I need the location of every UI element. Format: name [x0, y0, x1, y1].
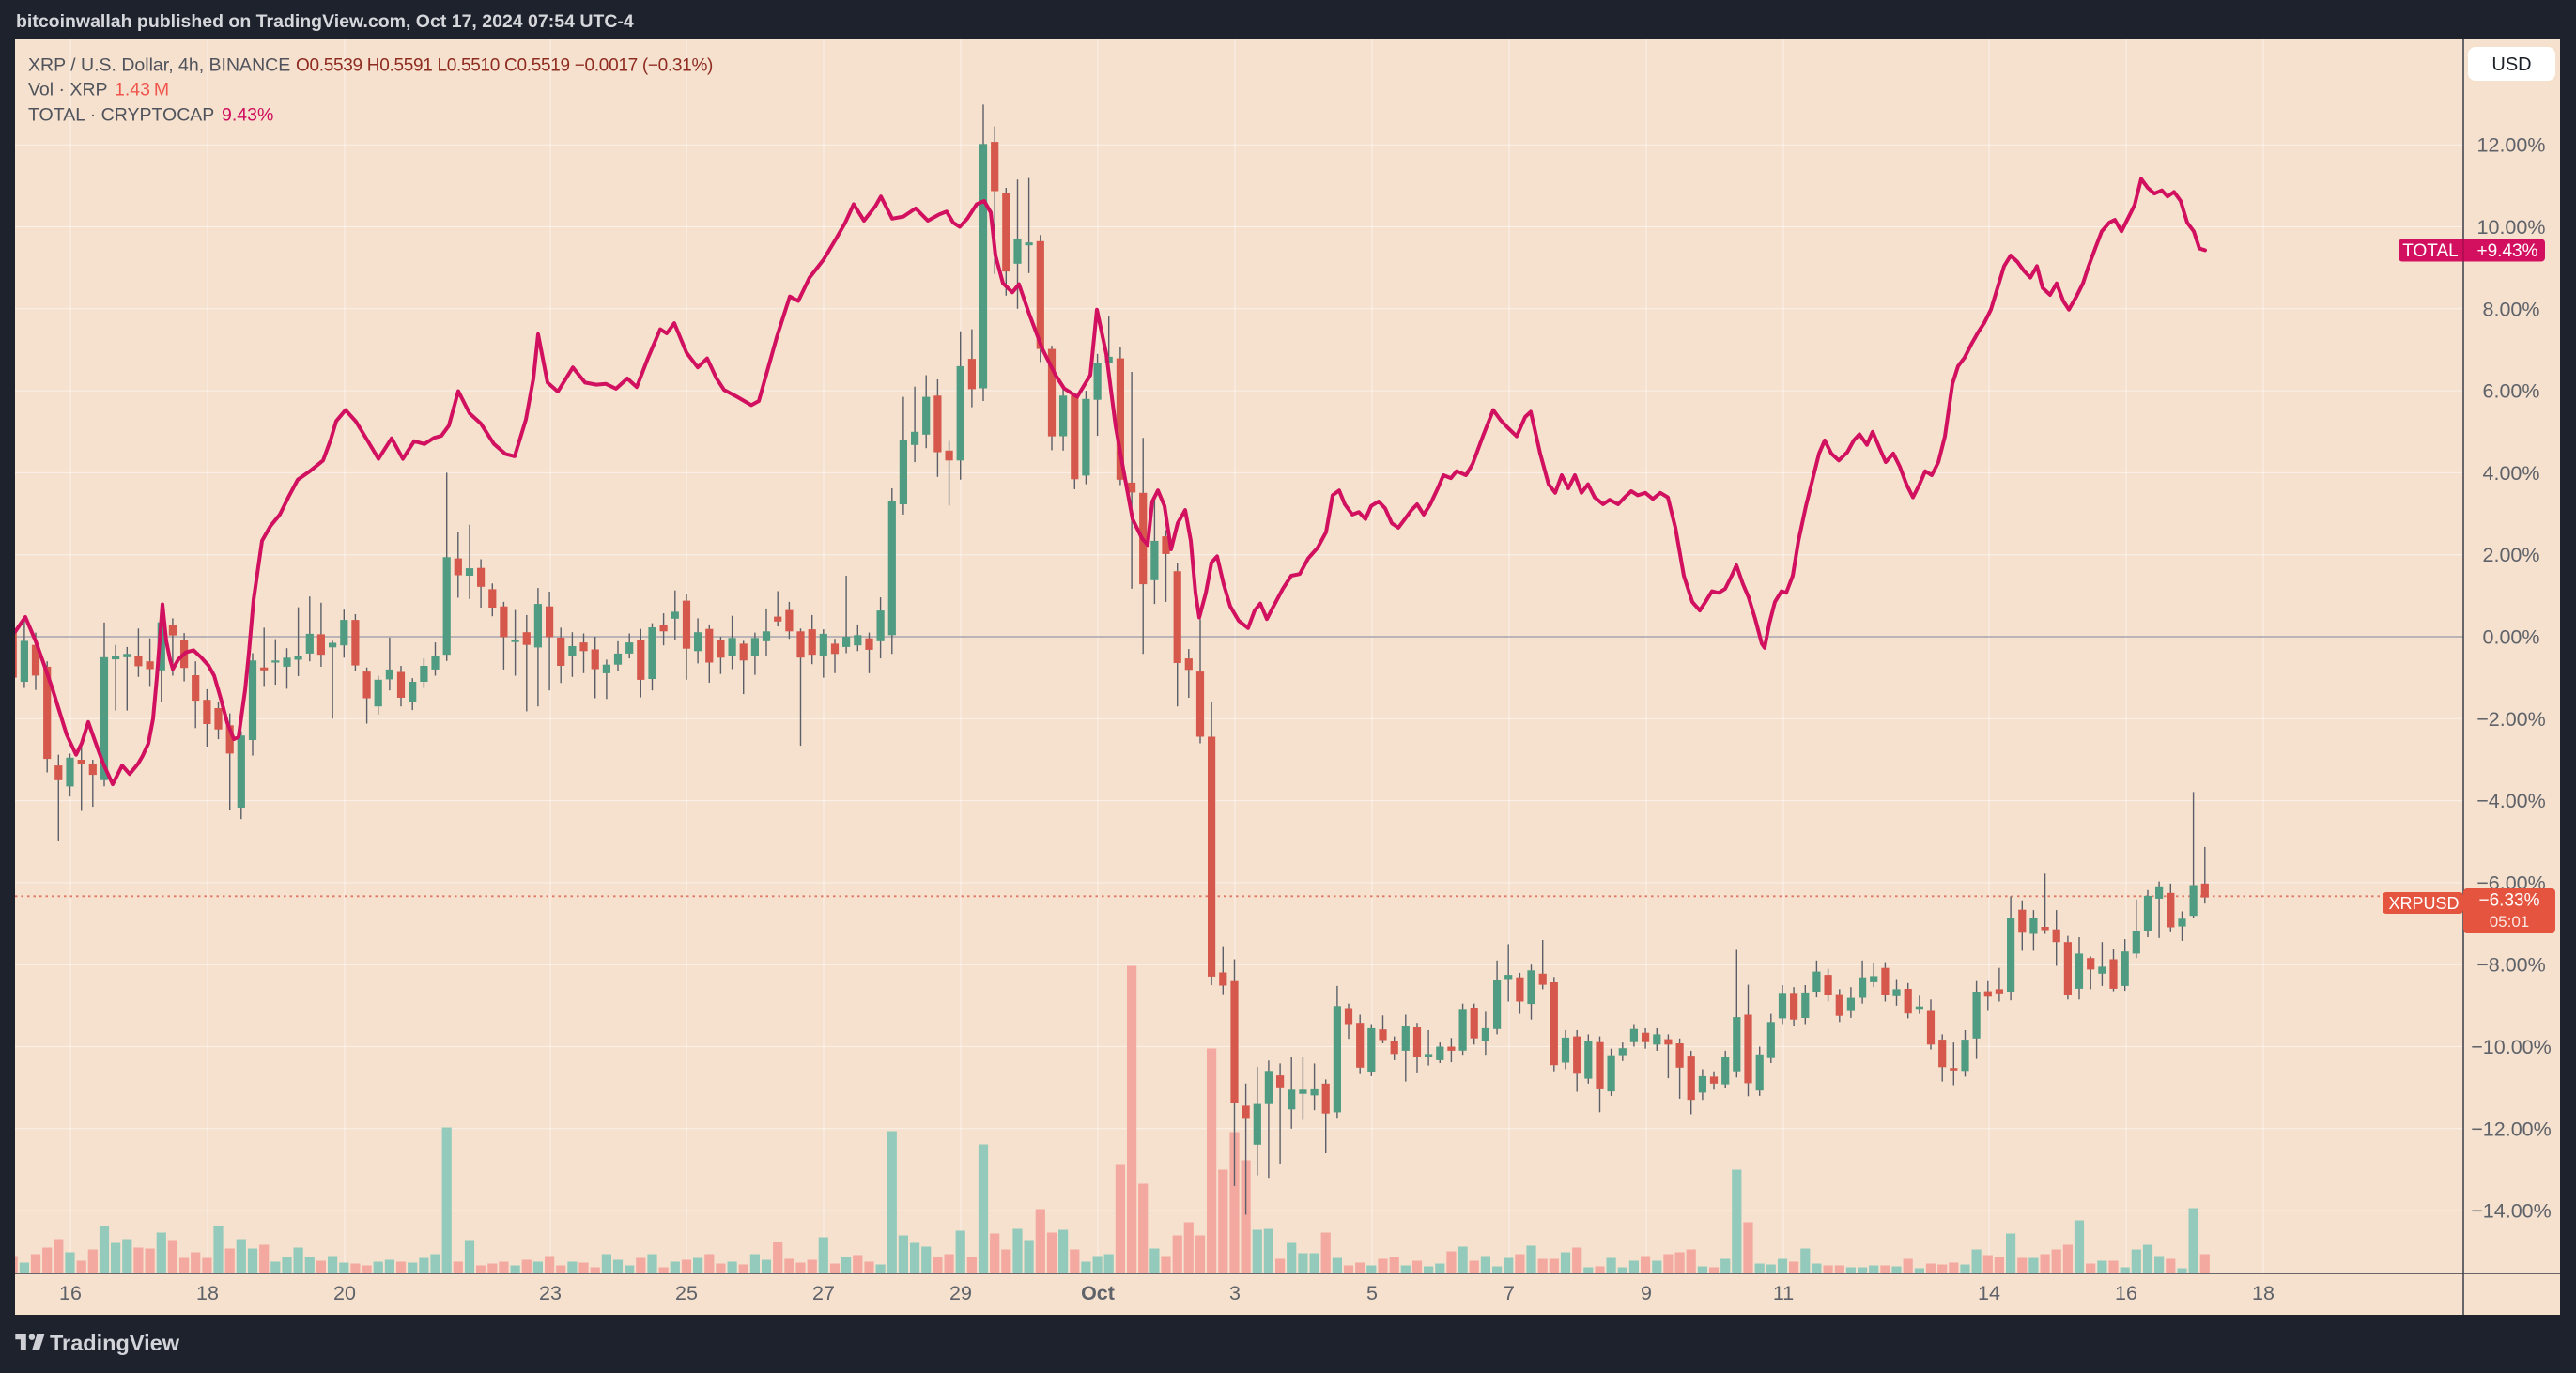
- svg-text:−2.00%: −2.00%: [2476, 708, 2546, 731]
- svg-text:TradingView: TradingView: [50, 1331, 180, 1355]
- svg-text:20: 20: [333, 1282, 356, 1304]
- svg-text:bitcoinwallah published on Tra: bitcoinwallah published on TradingView.c…: [16, 11, 634, 32]
- svg-text:0.00%: 0.00%: [2483, 626, 2540, 649]
- svg-text:−10.00%: −10.00%: [2471, 1036, 2551, 1058]
- svg-text:10.00%: 10.00%: [2477, 216, 2546, 239]
- svg-text:18: 18: [2252, 1282, 2275, 1304]
- svg-text:23: 23: [539, 1282, 562, 1304]
- svg-text:O0.5539 H0.5591 L0.5510 C0.: O0.5539 H0.5591 L0.5510 C0.5519 −0.0017 …: [296, 56, 713, 76]
- svg-text:−6.33%: −6.33%: [2479, 891, 2540, 911]
- svg-text:14: 14: [1978, 1282, 2000, 1304]
- svg-text:Vol · XRP: Vol · XRP: [28, 80, 108, 100]
- svg-text:16: 16: [2115, 1282, 2137, 1304]
- svg-text:5: 5: [1366, 1282, 1378, 1304]
- svg-text:2.00%: 2.00%: [2483, 544, 2540, 566]
- svg-text:4.00%: 4.00%: [2483, 462, 2540, 485]
- svg-text:Oct: Oct: [1081, 1282, 1115, 1304]
- svg-text:3: 3: [1229, 1282, 1241, 1304]
- svg-text:11: 11: [1773, 1282, 1794, 1304]
- svg-text:XRP / U.S. Dollar, 4h, BINANCE: XRP / U.S. Dollar, 4h, BINANCE: [28, 55, 290, 76]
- svg-text:6.00%: 6.00%: [2483, 380, 2540, 403]
- svg-text:−8.00%: −8.00%: [2476, 954, 2546, 977]
- svg-text:9.43%: 9.43%: [222, 105, 273, 126]
- svg-text:−12.00%: −12.00%: [2471, 1118, 2551, 1140]
- svg-text:18: 18: [196, 1282, 219, 1304]
- svg-text:TOTAL · CRYPTOCAP: TOTAL · CRYPTOCAP: [28, 105, 214, 126]
- svg-text:−14.00%: −14.00%: [2471, 1200, 2551, 1223]
- svg-text:8.00%: 8.00%: [2483, 298, 2540, 320]
- svg-text:27: 27: [812, 1282, 835, 1304]
- svg-text:12.00%: 12.00%: [2477, 134, 2546, 157]
- svg-text:29: 29: [949, 1282, 972, 1304]
- svg-text:+9.43%: +9.43%: [2477, 241, 2538, 261]
- svg-text:16: 16: [59, 1282, 82, 1304]
- svg-text:TOTAL: TOTAL: [2402, 241, 2458, 261]
- svg-text:7: 7: [1504, 1282, 1515, 1304]
- svg-text:−4.00%: −4.00%: [2476, 790, 2546, 812]
- svg-text:25: 25: [675, 1282, 698, 1304]
- svg-text:9: 9: [1641, 1282, 1652, 1304]
- svg-text:USD: USD: [2491, 54, 2531, 75]
- svg-text:XRPUSD: XRPUSD: [2388, 894, 2459, 913]
- svg-text:05:01: 05:01: [2490, 913, 2530, 931]
- svg-text:1.43 M: 1.43 M: [115, 80, 169, 100]
